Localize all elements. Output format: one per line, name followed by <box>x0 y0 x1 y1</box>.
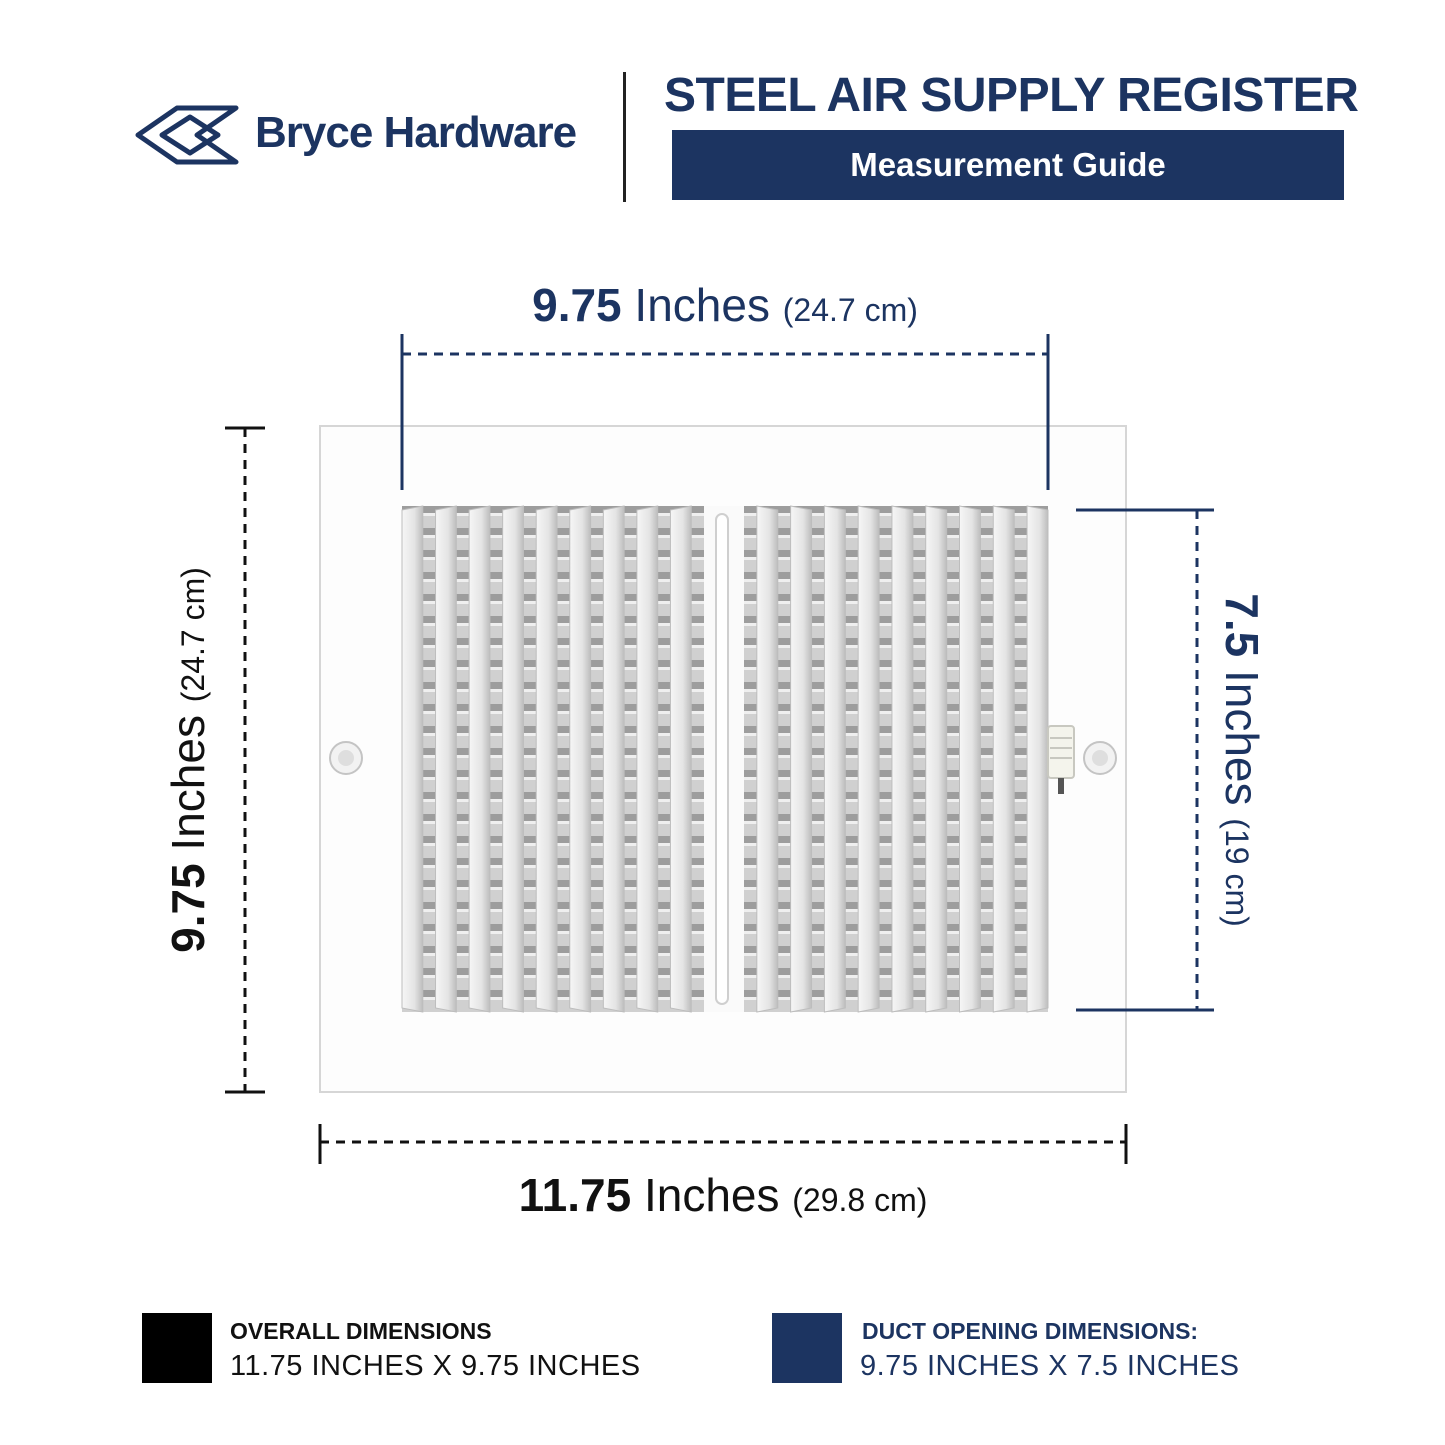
overall-width-metric: (29.8 cm) <box>792 1182 928 1218</box>
overall-height-value: 9.75 <box>162 863 214 953</box>
louver-group-right <box>756 505 1049 1013</box>
louver-blade <box>756 505 779 1013</box>
damper-lever-icon <box>1047 725 1075 794</box>
louver-blade <box>535 505 558 1013</box>
duct-dimensions-title: DUCT OPENING DIMENSIONS: <box>862 1318 1199 1344</box>
duct-height-value: 7.5 <box>1216 593 1268 658</box>
overall-height-unit: Inches <box>162 715 214 851</box>
header-divider <box>623 72 626 202</box>
louver-blade <box>891 505 914 1013</box>
duct-height-dimension-line <box>1076 508 1214 1012</box>
louver-blade <box>1026 505 1049 1013</box>
overall-dimensions-swatch <box>142 1313 212 1383</box>
overall-width-unit: Inches <box>643 1169 780 1221</box>
duct-height-unit: Inches <box>1216 669 1268 806</box>
brand-name: Bryce Hardware <box>255 108 577 157</box>
louver-blade <box>925 505 948 1013</box>
duct-width-dimension-line <box>400 334 1050 490</box>
louver-blade <box>569 505 592 1013</box>
air-register-grille-icon <box>319 425 1127 1093</box>
louver-blade <box>823 505 846 1013</box>
page-title: STEEL AIR SUPPLY REGISTER <box>664 69 1359 122</box>
louver-blade <box>401 505 424 1013</box>
louver-blade <box>959 505 981 1013</box>
louver-group-left <box>401 505 692 1013</box>
overall-width-value: 11.75 <box>518 1169 632 1221</box>
duct-width-value: 9.75 <box>532 279 622 331</box>
duct-dimensions-swatch <box>772 1313 842 1383</box>
louver-blade <box>602 505 625 1013</box>
overall-dimensions-title: OVERALL DIMENSIONS <box>230 1318 492 1344</box>
subtitle-banner: Measurement Guide <box>672 130 1344 200</box>
louver-blade <box>636 505 659 1013</box>
overall-height-label: 9.75 Inches (24.7 cm) <box>161 567 215 953</box>
overall-dimensions-value: 11.75 INCHES X 9.75 INCHES <box>230 1350 641 1382</box>
diamond-logo-icon <box>135 105 239 165</box>
overall-height-metric: (24.7 cm) <box>175 567 211 703</box>
duct-width-label: 9.75 Inches (24.7 cm) <box>402 278 1048 332</box>
overall-width-dimension-line <box>318 1124 1128 1164</box>
louver-blade <box>857 505 880 1013</box>
duct-width-metric: (24.7 cm) <box>782 292 918 328</box>
overall-height-dimension-line <box>225 426 265 1094</box>
duct-height-metric: (19 cm) <box>1219 818 1255 927</box>
duct-width-unit: Inches <box>634 279 770 331</box>
louver-blade <box>502 505 524 1013</box>
louver-blade <box>992 505 1015 1013</box>
louver-blade <box>669 505 692 1013</box>
overall-width-label: 11.75 Inches (29.8 cm) <box>320 1168 1126 1222</box>
louver-blade <box>435 505 457 1013</box>
louver-blade <box>468 505 491 1013</box>
louver-blade <box>790 505 813 1013</box>
duct-height-label: 7.5 Inches (19 cm) <box>1215 593 1269 927</box>
duct-dimensions-value: 9.75 INCHES X 7.5 INCHES <box>860 1350 1240 1382</box>
